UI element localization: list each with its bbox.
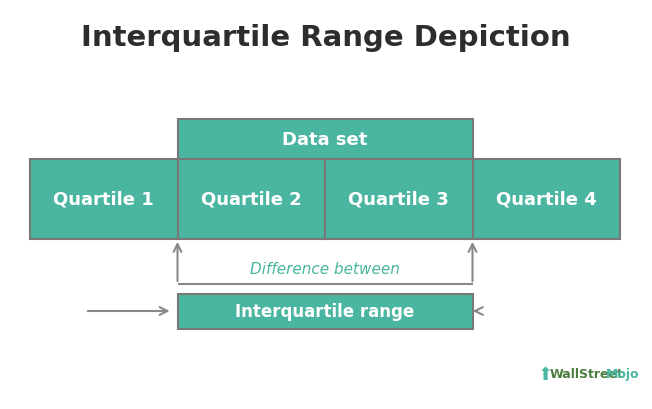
Text: Quartile 3: Quartile 3 [348,191,449,209]
Bar [473,160,620,239]
Text: Mojo: Mojo [606,368,640,380]
Bar [177,294,473,329]
Text: Data set: Data set [282,131,368,148]
Text: Difference between: Difference between [250,262,400,277]
Text: Quartile 2: Quartile 2 [201,191,302,209]
Text: ⬆: ⬆ [537,365,552,383]
Text: Interquartile range: Interquartile range [235,303,415,321]
Bar [325,160,473,239]
Bar [177,120,473,160]
Bar [177,160,325,239]
Text: Interquartile Range Depiction: Interquartile Range Depiction [82,24,570,52]
Bar [30,160,177,239]
Text: WallStreet: WallStreet [550,368,624,380]
Text: Quartile 1: Quartile 1 [53,191,154,209]
Text: Quartile 4: Quartile 4 [496,191,597,209]
